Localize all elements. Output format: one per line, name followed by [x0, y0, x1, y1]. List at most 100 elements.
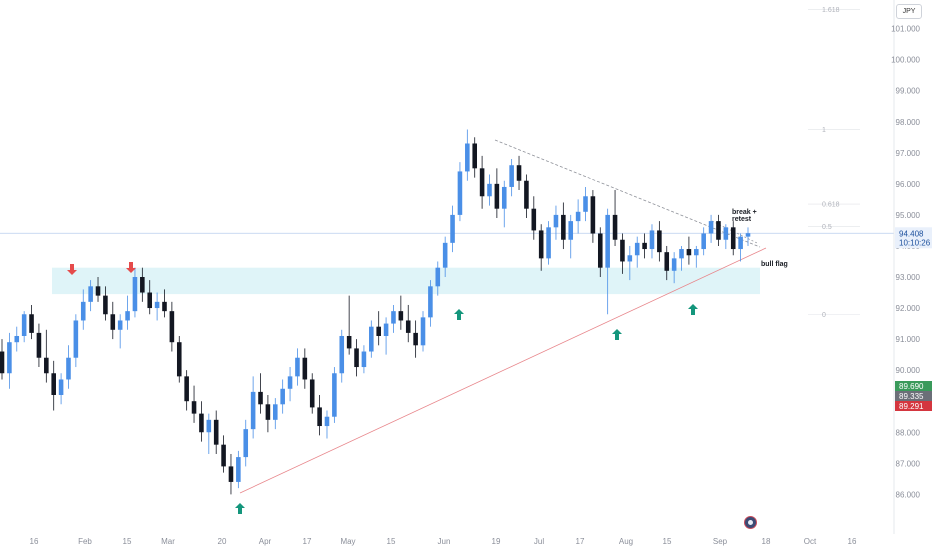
candle-body — [649, 230, 655, 250]
candle-body — [332, 373, 337, 417]
date-tick-label: 15 — [663, 537, 672, 546]
candle-body — [199, 413, 204, 433]
date-tick-label: 16 — [848, 537, 857, 546]
price-tag-label: 89.335 — [899, 392, 924, 401]
candle-body — [36, 332, 42, 358]
candle-body — [671, 258, 677, 271]
candle-body — [228, 466, 234, 482]
price-tag — [895, 391, 932, 401]
date-tick-label: 15 — [123, 537, 132, 546]
candle-body — [516, 165, 522, 181]
candle-body — [627, 255, 633, 262]
candle-body — [531, 208, 537, 231]
price-tick-label: 88.000 — [896, 428, 921, 437]
time-axis[interactable]: 16 Feb 15 Mar 20 Apr 17 May 15 Jun 19 Jul 17 Aug 15 Sep… — [30, 537, 857, 546]
candle-body — [716, 221, 721, 240]
price-axis[interactable]: 86.00087.00088.00089.00090.00091.00092.0… — [891, 25, 920, 500]
price-tag-label: 89.291 — [899, 402, 924, 411]
fib-level-label: 0.618 — [822, 202, 840, 209]
date-tick-label: 16 — [30, 537, 39, 546]
countdown-label: 10:10:26 — [899, 238, 931, 247]
up-arrow-icon — [688, 304, 698, 309]
candle-body — [383, 323, 389, 336]
candle-body — [612, 214, 618, 240]
date-tick-label: Oct — [804, 537, 817, 546]
candle-body — [442, 242, 448, 268]
candle-body — [88, 286, 93, 302]
up-arrow-icon — [454, 309, 464, 314]
up-arrow-icon — [457, 314, 461, 320]
price-tick-label: 93.000 — [896, 273, 921, 282]
candle-body — [494, 183, 500, 209]
candle-body — [80, 301, 86, 321]
candle-body — [398, 311, 404, 321]
candle-body — [280, 388, 285, 405]
candle-body — [66, 357, 71, 380]
candle-body — [147, 292, 153, 309]
candle-body — [243, 429, 249, 458]
up-arrow-icon — [612, 329, 622, 334]
candle-body — [487, 183, 492, 197]
candle-body — [546, 227, 551, 259]
candle-body — [479, 168, 485, 197]
falling-resistance-trendline — [494, 139, 761, 248]
price-tag-label: 89.690 — [899, 382, 924, 391]
candle-body — [302, 357, 308, 380]
signal-arrows — [67, 262, 698, 514]
date-tick-label: 15 — [387, 537, 396, 546]
candle-body — [44, 357, 49, 374]
candle-body — [657, 230, 662, 253]
price-tick-label: 91.000 — [896, 335, 921, 344]
up-arrow-icon — [238, 508, 242, 514]
candle-body — [391, 311, 396, 324]
date-tick-label: Sep — [713, 537, 728, 546]
current-price-tag — [895, 227, 932, 249]
fib-level-label: 0 — [822, 312, 826, 319]
down-arrow-icon — [126, 268, 136, 273]
candle-body — [221, 444, 226, 467]
candle-body — [317, 407, 322, 427]
candle-body — [176, 342, 182, 377]
candle-body — [162, 301, 167, 312]
fib-level-label: 1.618 — [822, 7, 840, 14]
candle-body — [642, 242, 647, 250]
price-tick-label: 87.000 — [896, 459, 921, 468]
candle-body — [605, 214, 610, 268]
candle-body — [125, 311, 130, 321]
annotations: break +retest bull flag — [732, 209, 788, 268]
price-tick-label: 98.000 — [896, 118, 921, 127]
candle-body — [590, 196, 596, 234]
candle-body — [132, 277, 138, 312]
candle-body — [58, 379, 64, 395]
price-tick-label: 96.000 — [896, 180, 921, 189]
candle-body — [73, 320, 79, 358]
price-tick-label: 99.000 — [896, 87, 921, 96]
candle-body — [103, 295, 108, 315]
candle-body — [140, 277, 145, 293]
support-zone — [52, 267, 760, 295]
current-price-label: 94.408 — [899, 229, 924, 238]
candle-body — [597, 233, 603, 268]
currency-badge[interactable]: JPY — [896, 4, 922, 19]
price-tick-label: 97.000 — [896, 149, 921, 158]
down-arrow-icon — [70, 264, 74, 270]
up-arrow-icon — [235, 503, 245, 508]
candle-body — [14, 335, 20, 343]
date-tick-label: Mar — [161, 537, 175, 546]
candle-body — [664, 252, 670, 271]
candle-body — [708, 221, 714, 234]
annotation-label: retest — [732, 216, 752, 223]
candle-body — [154, 301, 160, 309]
candle-body — [509, 165, 514, 187]
candle-body — [428, 286, 433, 318]
tradingview-logo-icon[interactable] — [744, 516, 757, 529]
candle-body — [184, 376, 189, 402]
down-arrow-icon — [129, 262, 133, 268]
candle-body — [420, 317, 426, 346]
candle-body — [309, 379, 315, 408]
candle-body — [354, 348, 359, 368]
candle-body — [117, 320, 123, 330]
candle-body — [575, 211, 581, 222]
